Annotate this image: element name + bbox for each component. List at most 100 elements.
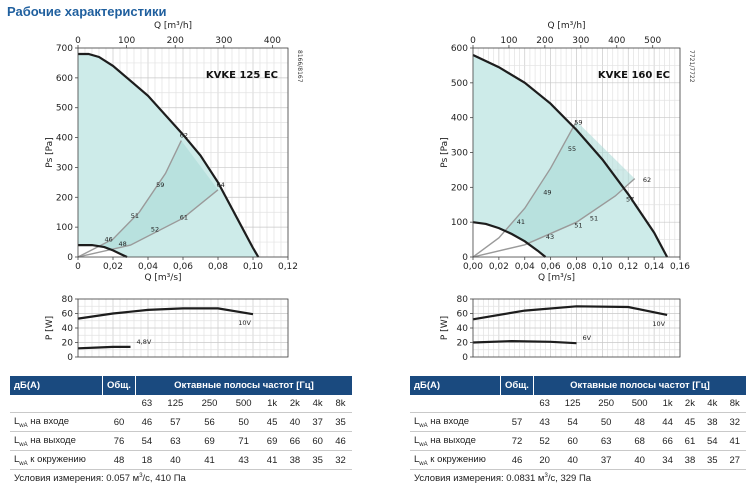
kvke125-pressure-annotation: 48 [118, 240, 126, 248]
band-label: 500 [226, 395, 261, 413]
kvke125-power-power-curve [77, 307, 254, 320]
band-label: 63 [135, 395, 159, 413]
kvke160-pressure-optimal-area [473, 121, 635, 257]
kvke160-pressure-code: 7721/7722 [688, 50, 695, 83]
table-header-row: дБ(А) Общ. Октавные полосы частот [Гц] [410, 376, 746, 395]
kvke160-pressure-ytick-label: 500 [451, 79, 468, 89]
conditions-row: Условия измерения: 0.057 м3/с, 410 Па [10, 470, 352, 489]
band-label: 1k [656, 395, 679, 413]
kvke125-pressure-annotation: 62 [180, 132, 188, 140]
kvke125-pressure-xtick-label: 0,08 [208, 262, 228, 272]
row-label: LwA на выходе [10, 431, 103, 451]
noise-table-kvke125: дБ(А) Общ. Октавные полосы частот [Гц] 6… [10, 376, 352, 488]
kvke125-pressure-annotation: 59 [156, 181, 164, 189]
cell-value: 69 [192, 431, 227, 451]
band-label: 500 [622, 395, 657, 413]
cell-value: 60 [555, 431, 590, 451]
kvke160-power-ytick-label: 60 [457, 310, 469, 320]
cell-value: 40 [622, 450, 657, 470]
cell-value: 54 [555, 412, 590, 432]
kvke160-pressure-ytick-label: 0 [462, 253, 468, 263]
cell-value: 38 [701, 412, 724, 432]
cell-value: 35 [329, 412, 352, 432]
cell-value: 40 [555, 450, 590, 470]
kvke125-pressure-x2tick-label: 100 [118, 36, 135, 46]
kvke125-pressure-ytick-label: 300 [56, 163, 73, 173]
kvke160-pressure-x2tick-label: 500 [644, 36, 661, 46]
cell-value: 37 [589, 450, 623, 470]
kvke160-pressure-x2tick-label: 0 [470, 36, 476, 46]
cell-value: 48 [622, 412, 657, 432]
performance-charts: 62645961515246480100200300400500600700Ps… [45, 21, 695, 363]
table-row: LwA к окружению 46 20 40 37 40 34 38 35 … [410, 450, 746, 470]
conditions-row: Условия измерения: 0.0831 м3/с, 329 Па [410, 470, 746, 489]
band-label: 250 [192, 395, 227, 413]
row-label: LwA на выходе [410, 431, 501, 451]
cell-value: 41 [192, 450, 227, 470]
cell-value: 38 [678, 450, 702, 470]
bands-row: 63 125 250 500 1k 2k 4k 8k [10, 395, 352, 413]
kvke125-pressure-title: KVKE 125 EC [206, 70, 278, 81]
row-label: LwA к окружению [10, 450, 103, 470]
row-total: 57 [500, 412, 534, 432]
cell-value: 38 [283, 450, 307, 470]
band-label: 8k [723, 395, 746, 413]
kvke160-power-ytick-label: 80 [457, 295, 469, 305]
cell-value: 18 [135, 450, 159, 470]
cell-value: 54 [135, 431, 159, 451]
kvke160-pressure-xtick-label: 0,10 [592, 262, 612, 272]
cell-value: 32 [723, 412, 746, 432]
kvke160-pressure-x2tick-label: 400 [608, 36, 625, 46]
kvke160-pressure-annotation: 59 [574, 119, 582, 127]
cell-value: 66 [283, 431, 307, 451]
kvke125-pressure-rpm-line [77, 189, 219, 258]
row-label: LwA на входе [410, 412, 501, 432]
band-label: 1k [260, 395, 284, 413]
kvke125-pressure-x2tick-label: 200 [167, 36, 184, 46]
col-bands-header: Октавные полосы частот [Гц] [533, 376, 746, 395]
cell-value: 20 [533, 450, 556, 470]
kvke160-pressure-xtick-label: 0,12 [618, 262, 638, 272]
band-label: 125 [158, 395, 193, 413]
kvke160-power-series-label: 10V [652, 320, 665, 328]
band-label: 4k [701, 395, 724, 413]
kvke160-pressure-title: KVKE 160 EC [598, 70, 670, 81]
kvke125-pressure-optimal-area [78, 140, 218, 257]
kvke160-pressure-annotation: 55 [568, 145, 576, 153]
row-total: 48 [102, 450, 136, 470]
bands-row: 63 125 250 500 1k 2k 4k 8k [410, 395, 746, 413]
cell-value: 34 [656, 450, 679, 470]
kvke160-pressure-max-curve [472, 54, 669, 258]
col-total-header: Общ. [102, 376, 136, 395]
kvke160-pressure-xlabel: Q [m³/s] [538, 273, 575, 283]
kvke160-pressure-min-area [473, 222, 546, 257]
cell-value: 50 [226, 412, 261, 432]
kvke125-pressure-xtick-label: 0,04 [138, 262, 158, 272]
kvke160-power-ylabel: P [W] [440, 316, 450, 340]
cell-value: 63 [589, 431, 623, 451]
cell-value: 37 [306, 412, 330, 432]
kvke125-pressure-ytick-label: 0 [67, 253, 73, 263]
cell-value: 43 [533, 412, 556, 432]
kvke160-pressure-x2tick-label: 100 [500, 36, 517, 46]
col-dba-header: дБ(А) [410, 376, 501, 395]
kvke125-pressure-x2tick-label: 400 [264, 36, 281, 46]
kvke125-pressure-annotation: 51 [131, 212, 139, 220]
kvke160-power-ytick-label: 0 [462, 353, 468, 363]
kvke125-pressure-xlabel: Q [m³/s] [144, 273, 181, 283]
measurement-conditions: Условия измерения: 0.057 м3/с, 410 Па [14, 473, 186, 485]
kvke160-pressure-annotation: 57 [626, 195, 634, 203]
band-label: 2k [283, 395, 307, 413]
cell-value: 61 [678, 431, 702, 451]
table-row: LwA на входе 57 43 54 50 48 44 45 38 32 [410, 412, 746, 432]
kvke160-pressure-xtick-label: 0,04 [515, 262, 535, 272]
cell-value: 71 [226, 431, 261, 451]
cell-value: 41 [723, 431, 746, 451]
cell-value: 57 [158, 412, 193, 432]
kvke125-pressure-xtick-label: 0,10 [243, 262, 263, 272]
kvke125-power-ytick-label: 0 [67, 353, 73, 363]
kvke125-pressure-xtick-label: 0,12 [278, 262, 298, 272]
kvke125-pressure-code: 8166/8167 [296, 50, 303, 83]
cell-value: 44 [656, 412, 679, 432]
kvke125-power-ytick-label: 40 [62, 324, 74, 334]
